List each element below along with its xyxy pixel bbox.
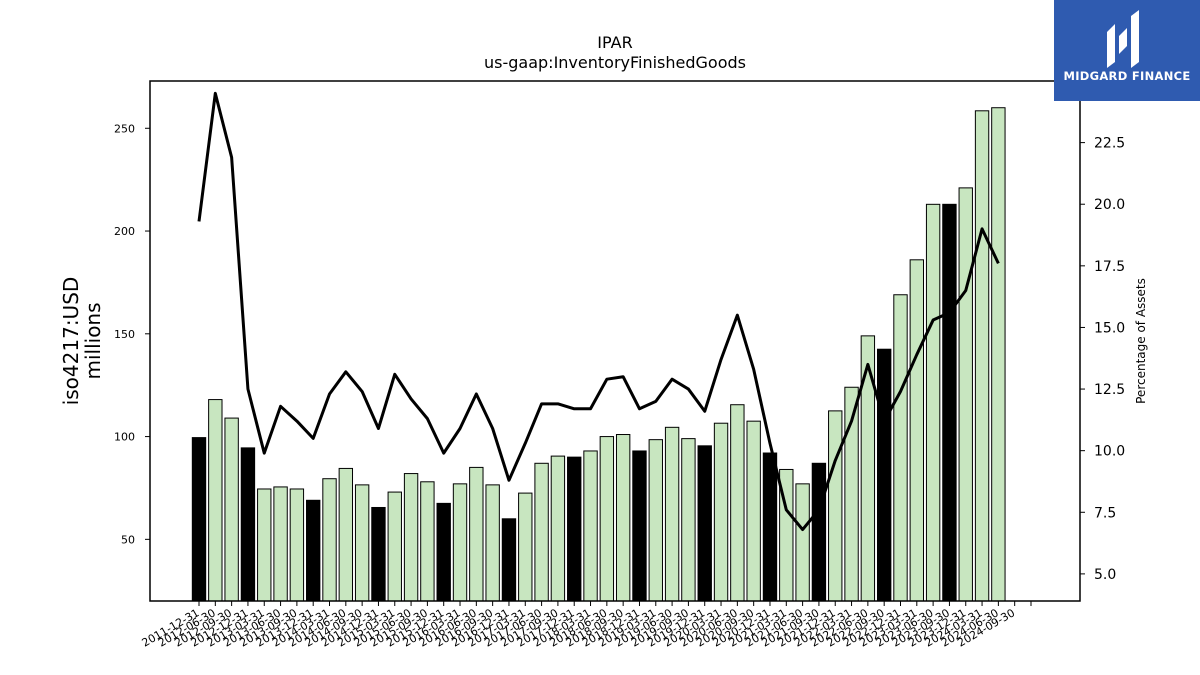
- y2-tick-label: 15.0: [1094, 320, 1125, 336]
- bar: [583, 450, 598, 602]
- bar: [518, 492, 533, 602]
- bar: [550, 455, 566, 602]
- line-series: [197, 91, 1000, 532]
- bar: [485, 484, 500, 602]
- bar: [208, 399, 223, 602]
- y-tick-label: 200: [114, 225, 135, 238]
- bar: [974, 110, 990, 602]
- bar: [354, 484, 370, 602]
- bar: [567, 456, 582, 602]
- y2-tick-label: 7.5: [1094, 505, 1116, 521]
- y-axis-label: iso4217:USDmillions: [59, 277, 105, 406]
- y-tick-label: 150: [114, 328, 135, 341]
- bar: [681, 438, 696, 602]
- bar: [615, 434, 631, 602]
- plot-frame: [149, 80, 1081, 602]
- bar: [795, 483, 810, 602]
- y2-tick-label: 10.0: [1094, 444, 1125, 460]
- y-tick-label: 50: [121, 533, 135, 546]
- bar: [697, 445, 712, 602]
- bar: [746, 420, 761, 602]
- plot-area: 50 100 150 200 250 5.0 7.5 10.0 12.5 15.0 17.5 20.0…: [114, 91, 1125, 650]
- bar: [403, 473, 419, 602]
- bar: [632, 450, 647, 602]
- bar: [958, 187, 973, 602]
- bar: [942, 203, 957, 602]
- y2-tick-label: 12.5: [1094, 382, 1125, 398]
- brand-mark-icon: [1107, 10, 1139, 68]
- bar: [289, 488, 305, 602]
- bar: [436, 502, 451, 602]
- y2-tick-label: 5.0: [1094, 567, 1116, 583]
- bar: [713, 422, 729, 602]
- bar: [762, 452, 778, 602]
- bar: [469, 466, 484, 602]
- y2-tick-label: 22.5: [1094, 136, 1125, 152]
- bar: [240, 447, 256, 602]
- bar: [387, 491, 402, 602]
- y2-tick-label: 17.5: [1094, 259, 1125, 275]
- y2-tick-label: 20.0: [1094, 197, 1125, 213]
- bar: [730, 404, 745, 602]
- bar: [828, 410, 843, 602]
- bar: [306, 499, 321, 602]
- bar: [273, 486, 288, 602]
- brand-name: MIDGARD FINANCE: [1063, 69, 1191, 83]
- bar: [452, 483, 468, 602]
- bar: [925, 203, 941, 602]
- bar: [991, 107, 1006, 602]
- bar: [893, 294, 908, 602]
- bar: [257, 488, 272, 602]
- bar: [876, 348, 892, 602]
- y-tick-label: 100: [114, 431, 135, 444]
- bar: [909, 259, 924, 602]
- bar: [338, 467, 354, 602]
- bar: [322, 478, 337, 602]
- bar: [664, 426, 680, 602]
- bar: [599, 436, 615, 602]
- y2-axis-label: Percentage of Assets: [1134, 278, 1148, 404]
- bar: [811, 462, 827, 602]
- brand-logo: MIDGARD FINANCE: [1054, 0, 1200, 101]
- chart-title: IPAR: [597, 33, 632, 52]
- bar: [191, 437, 207, 602]
- y-tick-label: 250: [114, 122, 135, 135]
- bar: [648, 439, 663, 602]
- bar: [371, 506, 386, 602]
- bar: [224, 417, 239, 602]
- bar: [501, 518, 517, 602]
- bar: [420, 481, 435, 602]
- bar: [534, 462, 549, 602]
- chart-subtitle: us-gaap:InventoryFinishedGoods: [484, 53, 746, 72]
